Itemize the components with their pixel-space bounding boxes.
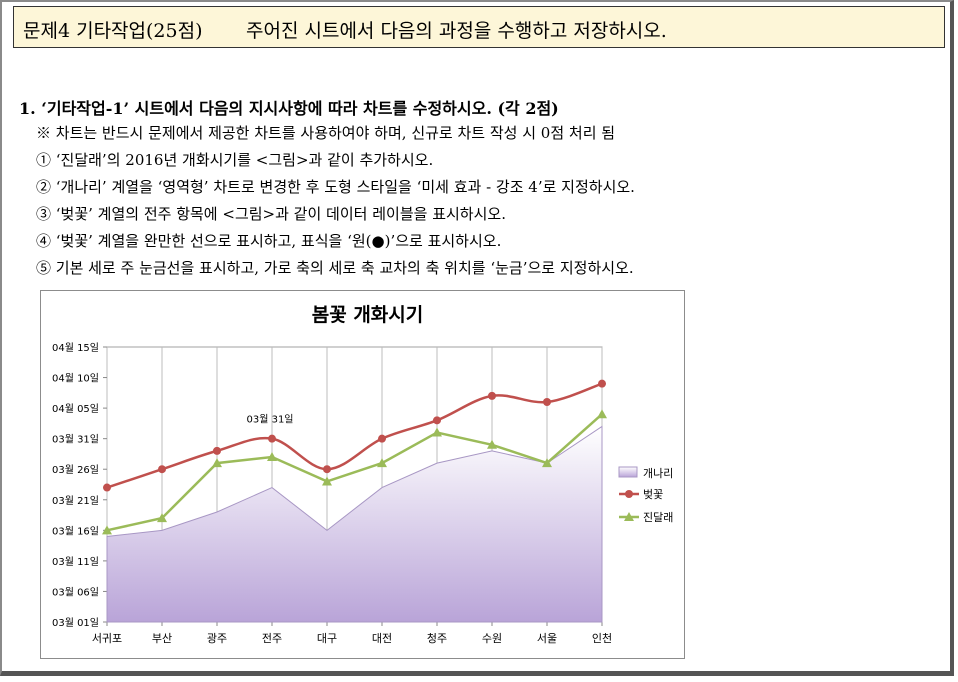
y-tick-label: 03월 06일 [52,586,99,598]
chart-container[interactable]: 봄꽃 개화시기 03월 01일 03월 06일 03월 11일 03월 16일 03월 2… [40,290,685,659]
marker-벚꽃 [433,416,441,425]
y-tick-label: 03월 16일 [52,525,99,537]
y-tick-label: 04월 10일 [52,373,99,385]
marker-진달래 [487,439,497,449]
marker-벚꽃 [543,398,551,406]
legend-marker-진달래 [624,512,634,521]
marker-진달래 [212,458,222,468]
y-tick-label: 04월 15일 [52,342,99,354]
marker-벚꽃 [323,465,331,474]
chart-svg: 봄꽃 개화시기 03월 01일 03월 06일 03월 11일 03월 16일 03월 2… [52,304,673,645]
instruction-item: ④ ‘벚꽃’ 계열을 완만한 선으로 표시하고, 표식을 ‘원(●)’으로 표시… [36,232,502,250]
legend-swatch-개나리 [618,466,638,478]
x-tick-label: 대전 [372,632,392,645]
marker-진달래 [157,513,167,523]
data-label: 03월 31일 [246,414,293,426]
marker-진달래 [432,427,442,437]
y-tick-label: 03월 01일 [52,617,99,629]
problem-number: 문제4 기타작업(25점) [23,20,203,42]
x-tick-label: 서울 [537,632,557,645]
instruction-item: ③ ‘벚꽃’ 계열의 전주 항목에 <그림>과 같이 데이터 레이블을 표시하시… [36,205,506,223]
x-tick-label: 광주 [207,632,227,645]
y-tick-label: 03월 26일 [52,464,99,476]
question-title: 1. ‘기타작업-1’ 시트에서 다음의 지시사항에 따라 차트를 수정하시오.… [19,99,559,118]
marker-진달래 [542,458,552,468]
y-tick-label: 03월 31일 [52,434,99,446]
x-tick-label: 인천 [592,631,612,645]
marker-벚꽃 [158,465,166,474]
x-tick-label: 대구 [317,632,337,645]
legend-marker-벚꽃 [625,490,633,498]
problem-instruction: 주어진 시트에서 다음의 과정을 수행하고 저장하시오. [246,20,667,42]
legend-label: 진달래 [643,511,673,524]
x-tick-label: 수원 [482,632,502,645]
marker-진달래 [102,525,112,535]
instruction-item: ① ‘진달래’의 2016년 개화시기를 <그림>과 같이 추가하시오. [36,151,434,169]
x-tick-label: 청주 [427,632,447,645]
marker-벚꽃 [213,446,221,455]
marker-진달래 [597,409,607,419]
instruction-item: ② ‘개나리’ 계열을 ‘영역형’ 차트로 변경한 후 도형 스타일을 ‘미세 … [36,178,635,196]
marker-벚꽃 [378,434,386,443]
question-note: ※ 차트는 반드시 문제에서 제공한 차트를 사용하여야 하며, 신규로 차트 … [36,124,616,142]
legend-label: 벚꽃 [643,488,663,501]
y-tick-label: 04월 05일 [52,403,99,415]
legend-label: 개나리 [643,467,673,480]
marker-벚꽃 [268,434,276,443]
x-tick-label: 서귀포 [92,632,122,645]
series-line-벚꽃 [106,382,603,489]
marker-진달래 [267,452,277,461]
x-tick-label: 부산 [152,632,172,645]
y-tick-label: 03월 21일 [52,495,99,507]
series-line-진달래 [106,413,603,532]
marker-벚꽃 [103,483,111,492]
marker-진달래 [377,458,387,468]
instruction-item: ⑤ 기본 세로 주 눈금선을 표시하고, 가로 축의 세로 축 교차의 축 위치… [36,259,634,277]
x-tick-label: 전주 [262,632,282,645]
chart-title: 봄꽃 개화시기 [312,304,424,326]
problem-header: 문제4 기타작업(25점) 주어진 시트에서 다음의 과정을 수행하고 저장하시… [13,6,945,48]
y-tick-label: 03월 11일 [52,556,99,568]
series-area-개나리 [106,425,603,623]
marker-진달래 [322,476,332,486]
marker-벚꽃 [598,379,606,388]
marker-벚꽃 [488,391,496,400]
